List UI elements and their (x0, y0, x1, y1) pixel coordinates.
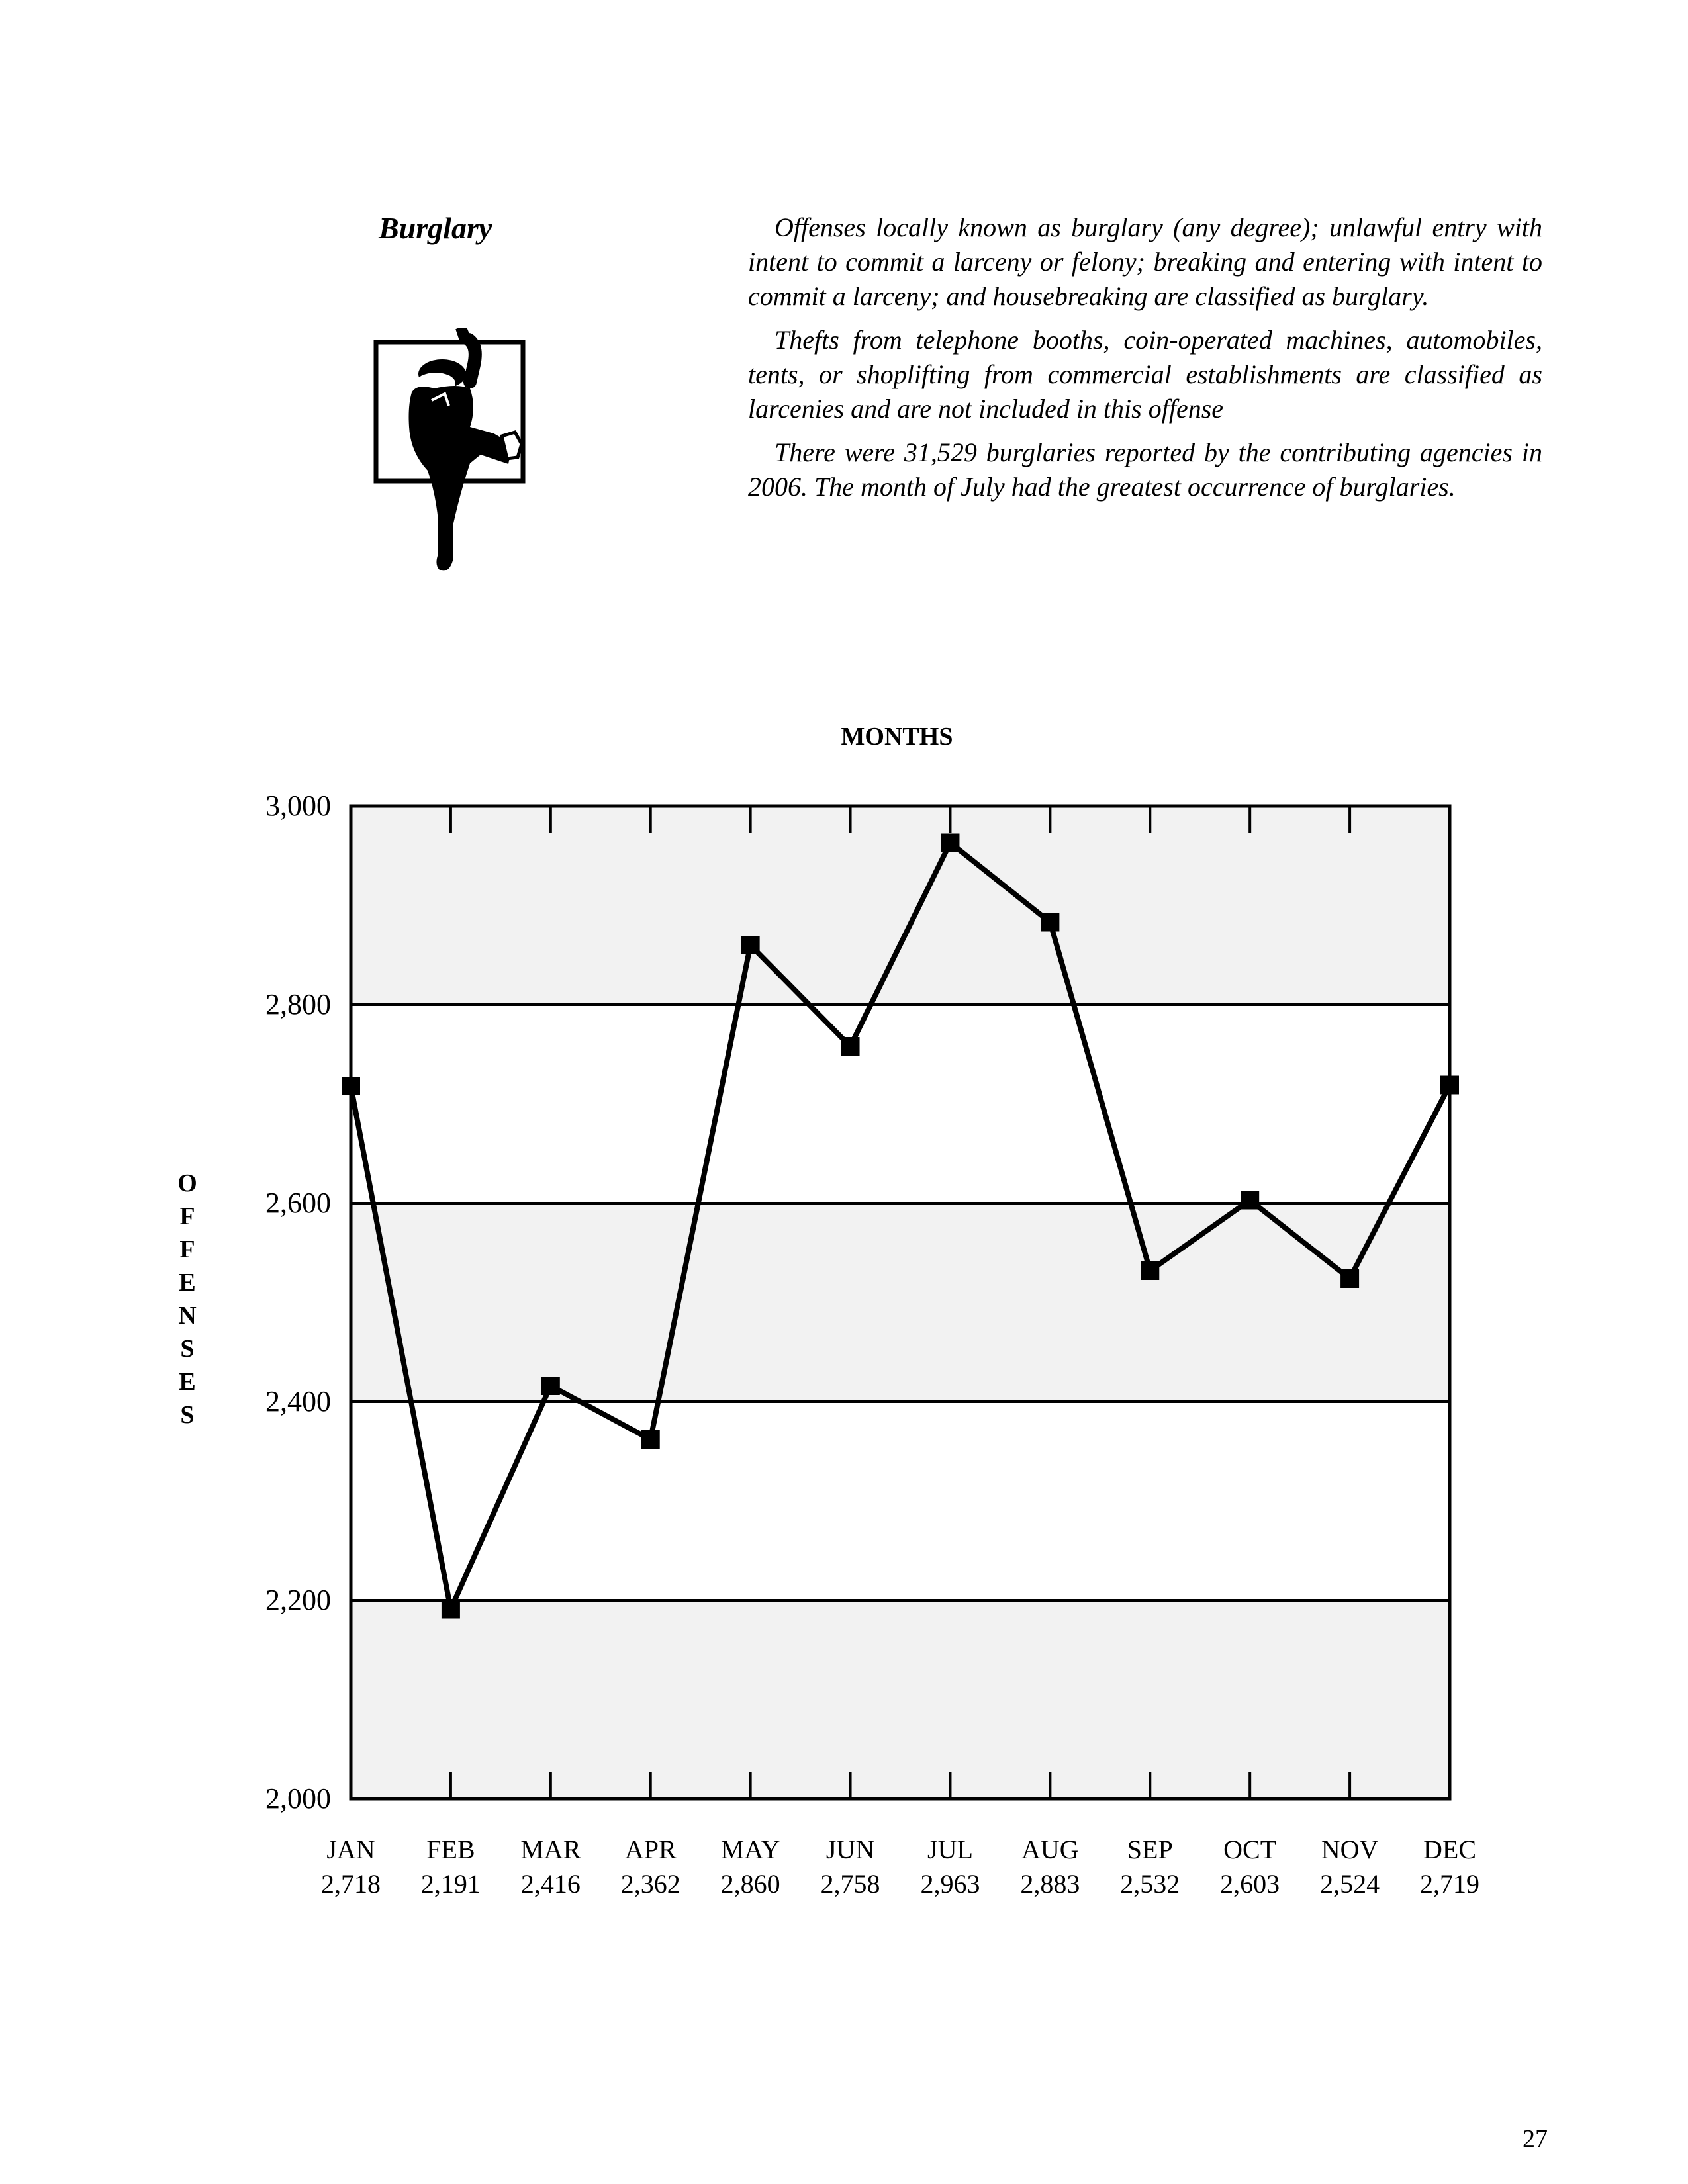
data-label: 2,719 (1420, 1869, 1479, 1899)
intro-paragraph-exclusions: Thefts from telephone booths, coin-opera… (748, 325, 1542, 424)
data-point-apr (641, 1430, 660, 1449)
x-tick-label: OCT (1223, 1835, 1276, 1864)
y-tick-label: 2,600 (265, 1187, 331, 1219)
intro-paragraph-summary: There were 31,529 burglaries reported by… (748, 437, 1542, 502)
x-tick-label: SEP (1127, 1835, 1173, 1864)
x-tick-label: MAY (721, 1835, 780, 1864)
gridlines (351, 1003, 1450, 1602)
x-tick-label: DEC (1423, 1835, 1476, 1864)
y-axis-title-letter: S (180, 1335, 194, 1363)
y-tick-label: 2,800 (265, 988, 331, 1021)
page-number: 27 (1523, 2125, 1548, 2153)
data-label: 2,416 (521, 1869, 581, 1899)
plot-band-1 (351, 1402, 1450, 1600)
y-axis-title-letter: F (179, 1203, 195, 1230)
data-point-oct (1241, 1191, 1260, 1210)
x-tick-label: APR (625, 1835, 677, 1864)
data-point-jan (342, 1077, 360, 1095)
data-label: 2,191 (421, 1869, 481, 1899)
plot-band-3 (351, 1005, 1450, 1203)
data-point-aug (1041, 913, 1060, 932)
chart-title: MONTHS (841, 723, 953, 751)
x-tick-label: FEB (426, 1835, 475, 1864)
data-point-jun (841, 1037, 860, 1056)
data-point-mar (541, 1377, 560, 1395)
plot-band-0 (351, 1600, 1450, 1799)
plot-band-2 (351, 1203, 1450, 1402)
data-point-nov (1340, 1269, 1360, 1288)
y-axis-title-letter: E (179, 1368, 195, 1396)
y-axis-title-letter: S (180, 1401, 194, 1429)
data-label: 2,532 (1120, 1869, 1180, 1899)
section-title: Burglary (379, 211, 492, 245)
data-label: 2,963 (920, 1869, 980, 1899)
y-axis-title-letter: E (179, 1269, 195, 1297)
x-tick-label: JAN (326, 1835, 375, 1864)
y-tick-label: 2,000 (265, 1782, 331, 1815)
x-tick-label: AUG (1021, 1835, 1079, 1864)
burglar-icon (373, 328, 526, 571)
intro-text: Offenses locally known as burglary (any … (748, 210, 1542, 514)
x-tick-label: NOV (1321, 1835, 1379, 1864)
plot-bands (351, 806, 1450, 1799)
data-point-dec (1440, 1075, 1459, 1095)
y-tick-label: 3,000 (265, 790, 331, 822)
y-tick-label: 2,200 (265, 1584, 331, 1616)
y-axis-title-letter: F (179, 1236, 195, 1263)
data-point-jul (941, 833, 960, 852)
data-label: 2,524 (1320, 1869, 1380, 1899)
data-point-feb (441, 1600, 460, 1619)
data-label: 2,718 (321, 1869, 381, 1899)
y-axis-title-letter: O (177, 1169, 197, 1197)
data-point-sep (1141, 1261, 1160, 1280)
plot-frame (349, 804, 1452, 1801)
y-tick-label: 2,400 (265, 1385, 331, 1418)
data-label: 2,362 (621, 1869, 680, 1899)
data-label: 2,603 (1220, 1869, 1280, 1899)
x-tick-label: JUL (927, 1835, 973, 1864)
series-markers (342, 833, 1459, 1619)
data-point-may (741, 936, 760, 954)
y-tick-labels: 2,000 2,200 2,400 2,600 2,800 3,000 (265, 790, 331, 1815)
x-tick-labels: JAN 2,718 FEB 2,191 MAR 2,416 APR 2,362 MAY 2,860… (321, 1835, 1479, 1899)
y-axis-title-letter: N (178, 1302, 196, 1330)
series-line (348, 839, 1452, 1618)
intro-paragraph-definition: Offenses locally known as burglary (any … (748, 212, 1542, 311)
x-tick-label: JUN (826, 1835, 874, 1864)
x-tick-label: MAR (520, 1835, 581, 1864)
plot-band-4 (351, 806, 1450, 1005)
data-label: 2,883 (1020, 1869, 1080, 1899)
data-label: 2,758 (821, 1869, 880, 1899)
data-label: 2,860 (721, 1869, 780, 1899)
x-ticks (449, 806, 1352, 1799)
